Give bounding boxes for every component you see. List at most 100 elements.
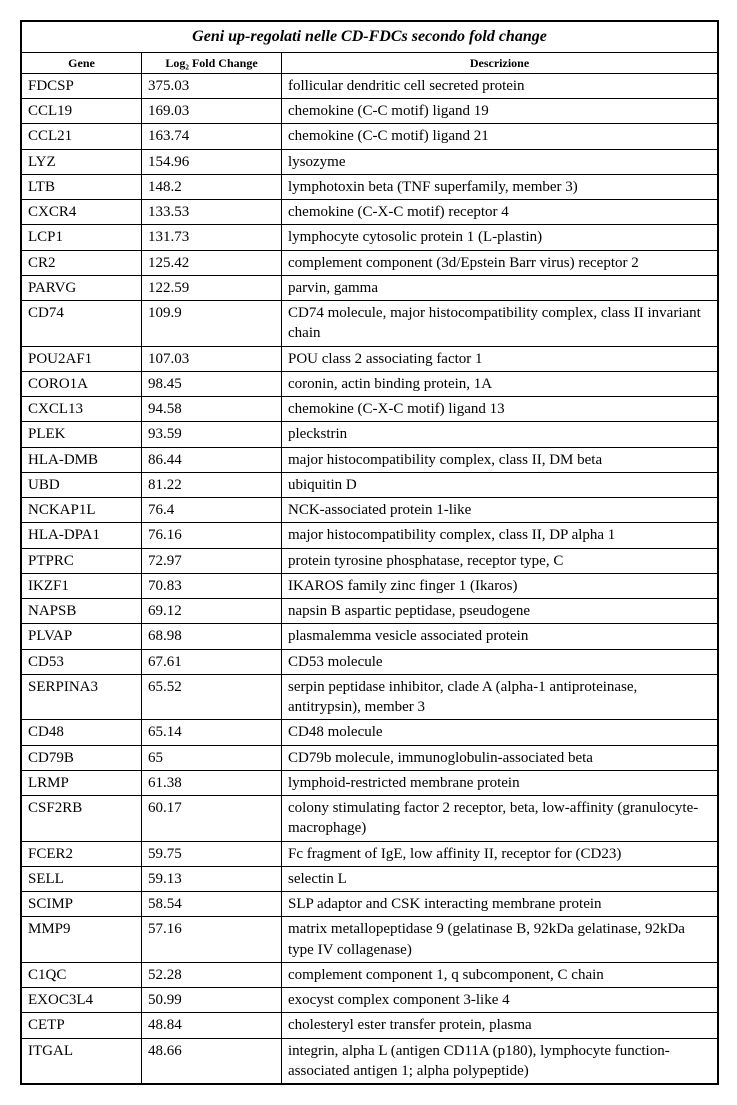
cell-gene: SELL <box>22 866 142 891</box>
cell-fold: 169.03 <box>142 99 282 124</box>
cell-gene: CXCL13 <box>22 397 142 422</box>
cell-fold: 94.58 <box>142 397 282 422</box>
cell-desc: napsin B aspartic peptidase, pseudogene <box>282 599 718 624</box>
gene-table-container: Geni up-regolati nelle CD-FDCs secondo f… <box>20 20 719 1085</box>
cell-desc: selectin L <box>282 866 718 891</box>
cell-fold: 68.98 <box>142 624 282 649</box>
cell-desc: lymphotoxin beta (TNF superfamily, membe… <box>282 174 718 199</box>
table-row: EXOC3L450.99exocyst complex component 3-… <box>22 988 718 1013</box>
cell-desc: CD74 molecule, major histocompatibility … <box>282 301 718 347</box>
cell-fold: 375.03 <box>142 73 282 98</box>
cell-gene: LCP1 <box>22 225 142 250</box>
cell-fold: 59.13 <box>142 866 282 891</box>
cell-gene: CETP <box>22 1013 142 1038</box>
table-row: CCL21163.74chemokine (C-C motif) ligand … <box>22 124 718 149</box>
table-row: CSF2RB60.17colony stimulating factor 2 r… <box>22 796 718 842</box>
table-row: C1QC52.28complement component 1, q subco… <box>22 962 718 987</box>
table-row: CXCR4133.53chemokine (C-X-C motif) recep… <box>22 200 718 225</box>
cell-desc: chemokine (C-X-C motif) ligand 13 <box>282 397 718 422</box>
cell-gene: MMP9 <box>22 917 142 963</box>
cell-gene: HLA-DMB <box>22 447 142 472</box>
table-row: CETP48.84cholesteryl ester transfer prot… <box>22 1013 718 1038</box>
table-title: Geni up-regolati nelle CD-FDCs secondo f… <box>22 22 718 53</box>
cell-gene: LTB <box>22 174 142 199</box>
table-row: PLVAP68.98plasmalemma vesicle associated… <box>22 624 718 649</box>
table-row: PTPRC72.97protein tyrosine phosphatase, … <box>22 548 718 573</box>
cell-fold: 154.96 <box>142 149 282 174</box>
cell-desc: complement component (3d/Epstein Barr vi… <box>282 250 718 275</box>
cell-fold: 98.45 <box>142 371 282 396</box>
cell-gene: PARVG <box>22 275 142 300</box>
cell-desc: IKAROS family zinc finger 1 (Ikaros) <box>282 573 718 598</box>
cell-desc: lysozyme <box>282 149 718 174</box>
table-row: CD4865.14CD48 molecule <box>22 720 718 745</box>
cell-desc: complement component 1, q subcomponent, … <box>282 962 718 987</box>
cell-gene: LRMP <box>22 770 142 795</box>
cell-fold: 60.17 <box>142 796 282 842</box>
cell-fold: 65 <box>142 745 282 770</box>
cell-fold: 148.2 <box>142 174 282 199</box>
cell-gene: CD74 <box>22 301 142 347</box>
col-header-desc: Descrizione <box>282 52 718 73</box>
cell-fold: 107.03 <box>142 346 282 371</box>
cell-desc: lymphocyte cytosolic protein 1 (L-plasti… <box>282 225 718 250</box>
cell-gene: CXCR4 <box>22 200 142 225</box>
table-row: LRMP61.38lymphoid-restricted membrane pr… <box>22 770 718 795</box>
cell-fold: 76.16 <box>142 523 282 548</box>
table-row: NCKAP1L76.4NCK-associated protein 1-like <box>22 498 718 523</box>
table-row: IKZF170.83IKAROS family zinc finger 1 (I… <box>22 573 718 598</box>
cell-gene: IKZF1 <box>22 573 142 598</box>
cell-fold: 65.52 <box>142 674 282 720</box>
cell-gene: CR2 <box>22 250 142 275</box>
cell-desc: lymphoid-restricted membrane protein <box>282 770 718 795</box>
cell-gene: PLEK <box>22 422 142 447</box>
cell-fold: 72.97 <box>142 548 282 573</box>
cell-fold: 131.73 <box>142 225 282 250</box>
cell-desc: chemokine (C-C motif) ligand 21 <box>282 124 718 149</box>
cell-desc: parvin, gamma <box>282 275 718 300</box>
table-row: HLA-DMB86.44major histocompatibility com… <box>22 447 718 472</box>
cell-gene: PTPRC <box>22 548 142 573</box>
cell-fold: 58.54 <box>142 892 282 917</box>
cell-gene: PLVAP <box>22 624 142 649</box>
table-row: UBD81.22ubiquitin D <box>22 472 718 497</box>
cell-fold: 76.4 <box>142 498 282 523</box>
cell-desc: exocyst complex component 3-like 4 <box>282 988 718 1013</box>
cell-gene: CCL19 <box>22 99 142 124</box>
table-row: LCP1131.73lymphocyte cytosolic protein 1… <box>22 225 718 250</box>
cell-desc: SLP adaptor and CSK interacting membrane… <box>282 892 718 917</box>
cell-desc: cholesteryl ester transfer protein, plas… <box>282 1013 718 1038</box>
table-row: CD79B65CD79b molecule, immunoglobulin-as… <box>22 745 718 770</box>
cell-fold: 67.61 <box>142 649 282 674</box>
cell-gene: CD53 <box>22 649 142 674</box>
cell-desc: chemokine (C-X-C motif) receptor 4 <box>282 200 718 225</box>
table-row: PARVG122.59parvin, gamma <box>22 275 718 300</box>
cell-desc: major histocompatibility complex, class … <box>282 447 718 472</box>
cell-gene: CD79B <box>22 745 142 770</box>
cell-fold: 70.83 <box>142 573 282 598</box>
cell-gene: FDCSP <box>22 73 142 98</box>
table-row: HLA-DPA176.16major histocompatibility co… <box>22 523 718 548</box>
table-row: FDCSP375.03follicular dendritic cell sec… <box>22 73 718 98</box>
cell-desc: POU class 2 associating factor 1 <box>282 346 718 371</box>
cell-gene: UBD <box>22 472 142 497</box>
gene-table: Geni up-regolati nelle CD-FDCs secondo f… <box>21 21 718 1084</box>
cell-fold: 109.9 <box>142 301 282 347</box>
cell-gene: CD48 <box>22 720 142 745</box>
cell-fold: 61.38 <box>142 770 282 795</box>
table-row: FCER259.75Fc fragment of IgE, low affini… <box>22 841 718 866</box>
cell-desc: CD79b molecule, immunoglobulin-associate… <box>282 745 718 770</box>
cell-fold: 52.28 <box>142 962 282 987</box>
cell-fold: 86.44 <box>142 447 282 472</box>
col-header-gene: Gene <box>22 52 142 73</box>
table-row: SELL59.13selectin L <box>22 866 718 891</box>
cell-gene: LYZ <box>22 149 142 174</box>
cell-gene: NCKAP1L <box>22 498 142 523</box>
table-row: ITGAL48.66integrin, alpha L (antigen CD1… <box>22 1038 718 1084</box>
cell-desc: follicular dendritic cell secreted prote… <box>282 73 718 98</box>
table-row: NAPSB69.12napsin B aspartic peptidase, p… <box>22 599 718 624</box>
table-row: CD74109.9CD74 molecule, major histocompa… <box>22 301 718 347</box>
table-row: CCL19169.03chemokine (C-C motif) ligand … <box>22 99 718 124</box>
cell-gene: CCL21 <box>22 124 142 149</box>
cell-desc: matrix metallopeptidase 9 (gelatinase B,… <box>282 917 718 963</box>
